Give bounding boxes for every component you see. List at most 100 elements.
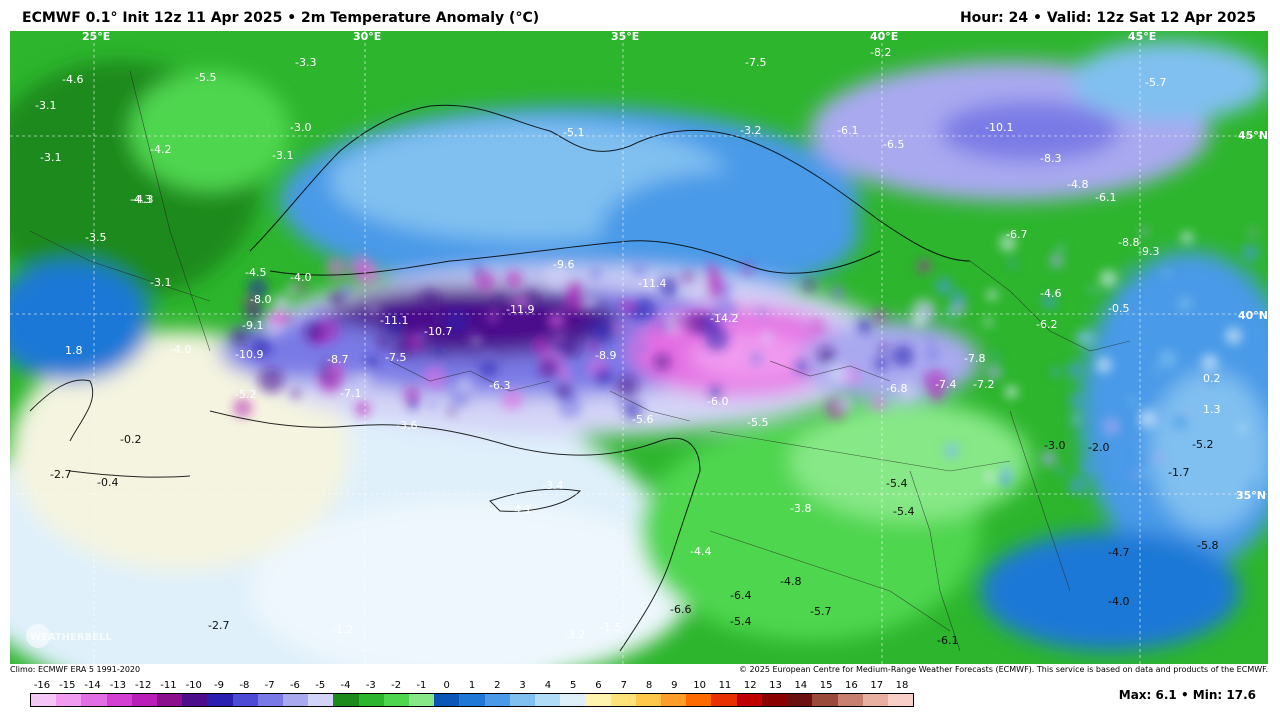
value-label: -4.7 [1108,546,1129,559]
scale-swatch [308,694,334,706]
scale-tick-label: 7 [620,680,627,691]
value-label: -4.3 [132,193,153,206]
scale-tick-label: 17 [870,680,884,691]
value-label: -4.8 [1067,178,1088,191]
scale-swatch [81,694,107,706]
value-label: -5.4 [886,477,907,490]
value-label: -7.5 [745,56,766,69]
scale-tick-label: -11 [160,680,177,691]
scale-tick-label: 4 [544,680,552,691]
value-label: -14.2 [710,312,738,325]
value-label: -4.2 [150,143,171,156]
latitude-label: 40°N [1238,309,1268,322]
scale-tick-label: -16 [33,680,51,691]
value-label: -3.0 [1044,439,1065,452]
scale-tick-label: 2 [494,680,501,691]
value-label: -4.0 [290,271,311,284]
scale-tick-label: -12 [135,680,152,691]
scale-swatch [736,694,762,706]
scale-tick-label: -7 [264,680,275,691]
scale-swatch [31,694,57,706]
value-label: -2.7 [50,468,71,481]
scale-swatch [333,694,359,706]
value-label: -2.7 [208,619,229,632]
value-label: -8.8 [1118,236,1139,249]
value-label: -3.3 [295,56,316,69]
value-label: -7.2 [973,378,994,391]
value-label: -3.1 [150,276,171,289]
scale-bar [30,693,914,707]
value-label: -10.9 [235,348,263,361]
scale-swatch [686,694,712,706]
scale-tick-label: -5 [315,680,326,691]
scale-tick-label: 8 [645,680,653,691]
copyright-note: © 2025 European Centre for Medium-Range … [739,665,1268,674]
scale-swatch [459,694,485,706]
scale-tick-label: -14 [84,680,101,691]
value-label: -3.1 [272,149,293,162]
scale-tick-label: 1 [468,680,476,691]
value-label: -6.1 [1095,191,1116,204]
scale-swatch [585,694,611,706]
value-label: -5.7 [1145,76,1166,89]
scale-tick-label: 6 [595,680,602,691]
value-label: -7.8 [964,352,985,365]
value-label: -6.6 [670,603,691,616]
value-label: -3.2 [740,124,761,137]
value-label: -10.1 [985,121,1013,134]
value-label: -6.7 [1006,228,1027,241]
map-title: ECMWF 0.1° Init 12z 11 Apr 2025 • 2m Tem… [22,10,540,26]
scale-tick-label: -10 [185,680,202,691]
value-label: -6.3 [489,379,510,392]
scale-swatch [812,694,838,706]
scale-tick-label: -15 [59,680,76,691]
value-label: -0.4 [97,476,118,489]
value-label: -6.2 [1036,318,1057,331]
value-label: -5.1 [563,126,584,139]
value-label: -4.6 [1040,287,1061,300]
temperature-anomaly-map: 25°E 30°E 35°E 40°E 45°E 45°N 40°N 35°N -4.6 -5.… [10,31,1268,664]
scale-swatch [484,694,510,706]
scale-tick-label: 12 [743,680,757,691]
value-label: -6.5 [883,138,904,151]
value-label: -3.1 [40,151,61,164]
value-label: -1.7 [1168,466,1189,479]
scale-tick-label: 15 [819,680,833,691]
value-label: -9.1 [242,319,263,332]
svg-text:WEATHERBELL: WEATHERBELL [30,632,112,643]
scale-tick-label: -1 [416,680,427,691]
scale-swatch [56,694,82,706]
value-label: -8.9 [595,349,616,362]
scale-tick-label: 14 [794,680,808,691]
scale-tick-label: 0 [443,680,450,691]
scale-swatch [887,694,914,706]
scale-swatch [560,694,586,706]
scale-swatch [787,694,813,706]
scale-tick-label: -3 [365,680,376,691]
value-label: 1.8 [65,344,83,357]
value-label: -8.0 [250,293,271,306]
value-label: -3.6 [396,419,417,432]
value-label: -5.7 [810,605,831,618]
scale-tick-label: -13 [109,680,127,691]
latitude-label: 35°N [1236,489,1266,502]
scale-tick-label: 13 [769,680,782,691]
value-label: -4.3 [130,193,151,206]
value-label: -5.2 [235,388,256,401]
scale-swatch [509,694,536,706]
value-label: -5.5 [195,71,216,84]
value-label: -7.4 [935,378,956,391]
scale-swatch [182,694,208,706]
scale-tick-label: -8 [239,680,250,691]
value-label: -3.4 [542,479,563,492]
value-label: -6.0 [707,395,728,408]
longitude-label: 25°E [82,31,110,43]
value-label: -2.0 [1088,441,1109,454]
value-label: -8.2 [870,46,891,59]
value-label: -8.7 [327,353,348,366]
longitude-label: 45°E [1128,31,1156,43]
value-label: -5.5 [747,416,768,429]
scale-tick-label: 9 [671,680,678,691]
value-label: -0.2 [120,433,141,446]
scale-swatch [358,694,384,706]
